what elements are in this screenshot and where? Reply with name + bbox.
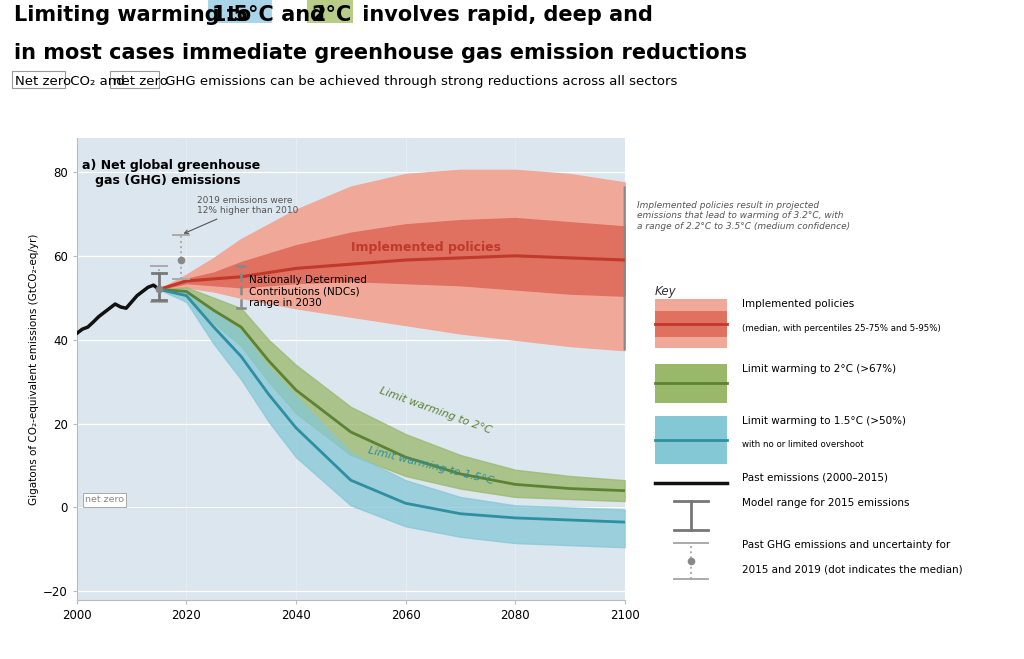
Text: in most cases immediate greenhouse gas emission reductions: in most cases immediate greenhouse gas e… [14,43,748,63]
Text: Nationally Determined
Contributions (NDCs)
range in 2030: Nationally Determined Contributions (NDC… [250,275,368,308]
Text: Implemented policies result in projected
emissions that lead to warming of 3.2°C: Implemented policies result in projected… [637,201,850,231]
Text: Limiting warming to: Limiting warming to [14,5,258,25]
Text: Key: Key [655,285,677,298]
Text: Net zero: Net zero [15,75,71,88]
Text: (median, with percentiles 25-75% and 5-95%): (median, with percentiles 25-75% and 5-9… [741,324,940,333]
Text: Implemented policies: Implemented policies [350,241,501,254]
Text: Past GHG emissions and uncertainty for: Past GHG emissions and uncertainty for [741,540,950,550]
Text: involves rapid, deep and: involves rapid, deep and [355,5,653,25]
Bar [655,299,727,348]
Text: 2°C: 2°C [311,5,351,25]
Text: Limit warming to 2°C: Limit warming to 2°C [378,386,493,436]
FancyBboxPatch shape [208,0,272,22]
FancyBboxPatch shape [110,71,159,88]
Text: 2015 and 2019 (dot indicates the median): 2015 and 2019 (dot indicates the median) [741,564,963,574]
Text: Past emissions (2000–2015): Past emissions (2000–2015) [741,472,888,482]
Text: Limit warming to 1.5°C (>50%): Limit warming to 1.5°C (>50%) [741,416,906,426]
Text: Implemented policies: Implemented policies [741,299,854,309]
Text: net zero: net zero [85,496,124,504]
Bar [655,310,727,337]
FancyBboxPatch shape [307,0,353,22]
Y-axis label: Gigatons of CO₂-equivalent emissions (GtCO₂-eq/yr): Gigatons of CO₂-equivalent emissions (Gt… [29,233,39,505]
Text: GHG emissions can be achieved through strong reductions across all sectors: GHG emissions can be achieved through st… [161,75,677,88]
FancyBboxPatch shape [12,71,65,88]
Text: Limit warming to 1.5°C: Limit warming to 1.5°C [368,445,495,486]
Text: Limit warming to 2°C (>67%): Limit warming to 2°C (>67%) [741,364,896,374]
Text: CO₂ and: CO₂ and [66,75,129,88]
Bar [655,364,727,403]
Text: Model range for 2015 emissions: Model range for 2015 emissions [741,498,909,508]
Text: with no or limited overshoot: with no or limited overshoot [741,440,863,449]
Text: a) Net global greenhouse
   gas (GHG) emissions: a) Net global greenhouse gas (GHG) emiss… [82,159,260,187]
Text: and: and [274,5,332,25]
Text: 2019 emissions were
12% higher than 2010: 2019 emissions were 12% higher than 2010 [184,196,299,233]
Text: 1.5°C: 1.5°C [212,5,274,25]
Text: net zero: net zero [113,75,168,88]
Bar [655,416,727,464]
